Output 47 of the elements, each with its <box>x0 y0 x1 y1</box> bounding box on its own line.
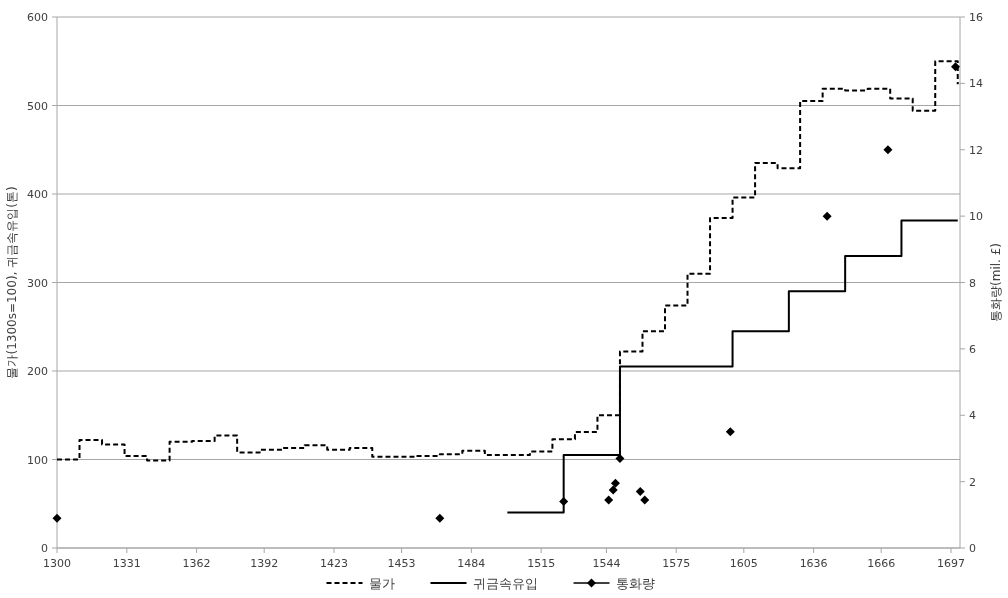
x-tick-label: 1423 <box>319 557 348 570</box>
point <box>52 513 62 523</box>
y2-tick-label: 4 <box>969 409 976 423</box>
x-tick-label: 1575 <box>662 557 691 570</box>
y-tick-label: 0 <box>41 542 48 555</box>
y-axis-title: 물가(1300s=100), 귀금속유입(톤) <box>5 186 19 379</box>
point <box>725 427 735 437</box>
legend-label: 통화량 <box>615 576 655 591</box>
y2-tick-label: 6 <box>969 342 976 356</box>
y2-tick-label: 8 <box>969 276 976 290</box>
point <box>883 145 893 155</box>
point <box>822 211 832 221</box>
x-tick-label: 1453 <box>387 557 416 570</box>
y-tick-label: 400 <box>27 188 48 201</box>
x-tick-label: 1331 <box>112 557 141 570</box>
y-tick-label: 200 <box>27 365 48 378</box>
x-tick-label: 1666 <box>867 557 896 570</box>
point <box>610 478 620 488</box>
y2-tick-label: 2 <box>969 475 976 489</box>
y2-axis-title: 통화량(mil. £) <box>989 243 1003 322</box>
legend-label: 귀금속유입 <box>472 576 538 591</box>
y-tick-label: 600 <box>27 11 48 24</box>
point <box>435 513 445 523</box>
x-tick-label: 1484 <box>457 557 486 570</box>
point <box>608 485 618 495</box>
x-tick-label: 1392 <box>250 557 279 570</box>
x-tick-label: 1300 <box>43 557 71 570</box>
legend-label: 물가 <box>368 576 395 591</box>
x-tick-label: 1362 <box>182 557 211 570</box>
point <box>604 495 614 505</box>
x-tick-label: 1515 <box>527 557 556 570</box>
y-tick-label: 100 <box>27 453 48 467</box>
x-tick-label: 1636 <box>799 557 828 570</box>
point <box>635 487 645 497</box>
point <box>559 497 569 507</box>
y-tick-label: 300 <box>27 276 48 290</box>
y2-tick-label: 12 <box>969 143 983 157</box>
x-tick-label: 1697 <box>936 557 965 570</box>
x-tick-label: 1605 <box>729 557 758 570</box>
y2-tick-label: 16 <box>969 11 983 24</box>
y2-tick-label: 14 <box>969 77 983 91</box>
x-tick-label: 1544 <box>592 557 621 570</box>
y2-tick-label: 10 <box>969 210 983 224</box>
point <box>951 62 960 72</box>
point <box>640 495 650 505</box>
y2-tick-label: 0 <box>969 542 976 555</box>
y-tick-label: 500 <box>27 99 48 113</box>
